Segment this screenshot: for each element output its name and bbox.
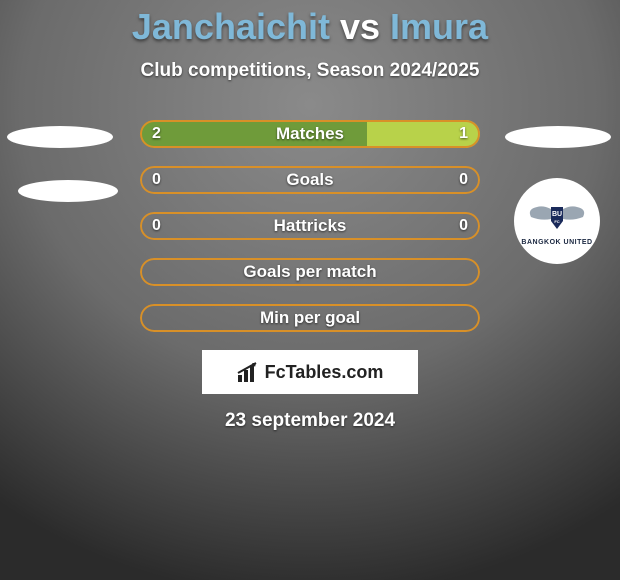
stat-value-left: 0: [152, 166, 161, 194]
stat-value-left: 2: [152, 120, 161, 148]
player1-name: Janchaichit: [132, 6, 330, 47]
stat-label: Matches: [140, 120, 480, 148]
title: Janchaichit vs Imura: [132, 6, 488, 48]
stat-row: Goals per match: [140, 258, 480, 286]
stat-label: Hattricks: [140, 212, 480, 240]
stat-value-right: 0: [459, 166, 468, 194]
logo-text: FcTables.com: [265, 362, 384, 383]
left-badge-1: [7, 126, 113, 148]
date: 23 september 2024: [225, 410, 395, 432]
stat-row: Goals0 0: [140, 166, 480, 194]
club-name: BANGKOK UNITED: [521, 239, 592, 246]
fctables-logo: FcTables.com: [202, 350, 418, 394]
stat-value-left: 0: [152, 212, 161, 240]
left-badge-2: [18, 180, 118, 202]
stat-label: Goals: [140, 166, 480, 194]
stat-label: Goals per match: [140, 258, 480, 286]
stat-label: Min per goal: [140, 304, 480, 332]
stat-row: Hattricks0 0: [140, 212, 480, 240]
stat-value-right: 1: [459, 120, 468, 148]
subtitle: Club competitions, Season 2024/2025: [141, 60, 480, 82]
right-club-badge: BU FC BANGKOK UNITED: [514, 178, 600, 264]
club-crest-icon: BU FC: [525, 197, 589, 237]
stat-row: Min per goal: [140, 304, 480, 332]
stat-row: Matches2 1: [140, 120, 480, 148]
stat-value-right: 0: [459, 212, 468, 240]
vs-text: vs: [340, 6, 380, 47]
svg-text:FC: FC: [554, 219, 559, 224]
right-badge-1: [505, 126, 611, 148]
svg-text:BU: BU: [552, 211, 562, 218]
bars-icon: [237, 361, 261, 383]
player2-name: Imura: [390, 6, 488, 47]
